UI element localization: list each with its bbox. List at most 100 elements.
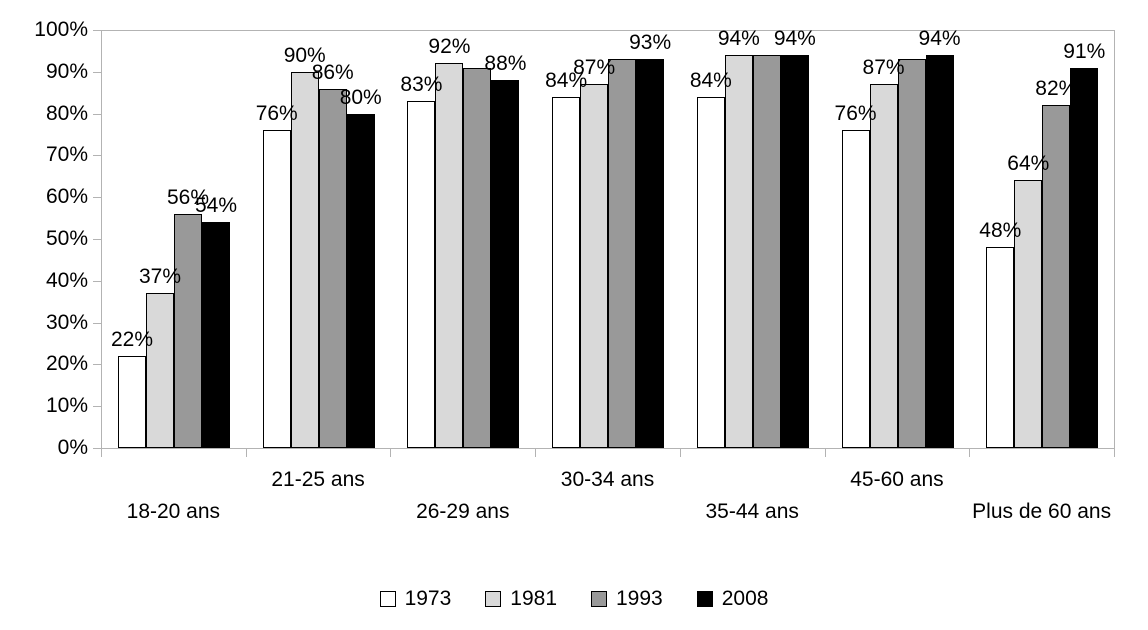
x-axis-boundary-tick bbox=[824, 449, 826, 457]
y-axis-tick bbox=[93, 30, 101, 31]
category-label-26-29 ans: 26-29 ans bbox=[416, 500, 510, 523]
bar-label-1973-26-29 ans: 83% bbox=[400, 73, 443, 97]
category-label-18-20 ans: 18-20 ans bbox=[126, 500, 221, 523]
y-axis-tick bbox=[93, 322, 101, 324]
y-axis-line bbox=[101, 30, 102, 457]
bar-1993-18-20 ans bbox=[174, 213, 202, 448]
plot-right-border bbox=[1114, 30, 1115, 457]
y-axis-tick-label: 60% bbox=[45, 185, 88, 209]
bar-1973-30-34 ans bbox=[552, 96, 581, 448]
y-axis-tick-label: 90% bbox=[45, 59, 88, 83]
bar-1993-26-29 ans bbox=[463, 67, 492, 448]
bar-1993-35-44 ans bbox=[752, 55, 781, 448]
legend-label: 2008 bbox=[721, 587, 769, 610]
bar-1981-45-60 ans bbox=[869, 84, 898, 448]
y-axis-tick bbox=[93, 71, 101, 73]
bar-2008-21-25 ans bbox=[346, 113, 375, 448]
bar-label-1981-21-25 ans: 90% bbox=[283, 43, 326, 67]
y-axis-tick bbox=[93, 364, 101, 366]
bar-1981-30-34 ans bbox=[580, 84, 609, 448]
x-axis-boundary-tick bbox=[390, 449, 392, 457]
plot-top-gridline bbox=[101, 30, 1114, 31]
bar-1973-35-44 ans bbox=[696, 96, 725, 448]
bar-label-1981-30-34 ans: 87% bbox=[573, 56, 616, 80]
y-axis-tick-label: 30% bbox=[45, 310, 88, 334]
legend-label: 1973 bbox=[404, 587, 452, 610]
y-axis-tick bbox=[93, 155, 101, 157]
legend: 1973 1981 1993 2008 bbox=[0, 588, 1148, 610]
x-axis-line bbox=[101, 448, 1114, 449]
bar-label-2008-21-25 ans: 80% bbox=[339, 85, 382, 109]
x-axis-boundary-tick bbox=[101, 449, 102, 457]
bar-label-1981-35-44 ans: 94% bbox=[717, 27, 760, 51]
y-axis-tick bbox=[93, 280, 101, 282]
legend-item-1973: 1973 bbox=[379, 587, 452, 610]
legend-label: 1993 bbox=[616, 587, 663, 610]
bar-2008-30-34 ans bbox=[636, 59, 665, 448]
bar-label-2008-Plus de 60 ans: 91% bbox=[1063, 39, 1106, 63]
legend-item-1993: 1993 bbox=[591, 588, 663, 610]
y-axis-tick bbox=[93, 239, 101, 240]
y-axis-tick-label: 50% bbox=[45, 227, 88, 250]
bar-label-1993-21-25 ans: 86% bbox=[311, 60, 354, 84]
bar-2008-Plus de 60 ans bbox=[1070, 67, 1099, 448]
bar-1993-30-34 ans bbox=[608, 59, 637, 448]
bar-label-1981-45-60 ans: 87% bbox=[862, 56, 905, 80]
category-label-45-60 ans: 45-60 ans bbox=[850, 468, 944, 491]
legend-item-1981: 1981 bbox=[485, 588, 557, 610]
bar-1981-35-44 ans bbox=[724, 55, 753, 448]
bar-label-1973-Plus de 60 ans: 48% bbox=[979, 219, 1022, 243]
y-axis-tick bbox=[93, 197, 101, 199]
bar-1973-21-25 ans bbox=[262, 130, 291, 448]
y-axis-tick-label: 0% bbox=[57, 436, 88, 459]
bar-1993-21-25 ans bbox=[318, 88, 347, 448]
category-label-35-44 ans: 35-44 ans bbox=[705, 500, 799, 523]
bar-1981-18-20 ans bbox=[146, 293, 174, 448]
bar-label-1973-35-44 ans: 84% bbox=[689, 68, 732, 92]
x-axis-boundary-tick bbox=[969, 449, 971, 457]
bar-2008-45-60 ans bbox=[925, 55, 954, 448]
bar-label-1993-18-20 ans: 56% bbox=[166, 185, 210, 209]
x-axis-boundary-tick bbox=[679, 449, 681, 457]
x-axis-boundary-tick bbox=[245, 449, 247, 457]
legend-item-2008: 2008 bbox=[696, 587, 769, 610]
bar-label-2008-26-29 ans: 88% bbox=[484, 52, 527, 76]
y-axis-tick-label: 20% bbox=[45, 352, 88, 376]
bar-1981-21-25 ans bbox=[290, 71, 319, 448]
bar-label-2008-30-34 ans: 93% bbox=[629, 31, 672, 55]
y-axis-tick-label: 100% bbox=[34, 18, 88, 41]
legend-swatch-icon bbox=[696, 591, 713, 607]
bar-1981-Plus de 60 ans bbox=[1014, 180, 1043, 448]
bar-1993-45-60 ans bbox=[897, 59, 926, 448]
bar-label-1993-Plus de 60 ans: 82% bbox=[1035, 77, 1078, 101]
bar-label-1973-18-20 ans: 22% bbox=[110, 328, 154, 352]
y-axis-tick bbox=[93, 448, 101, 449]
bar-1981-26-29 ans bbox=[435, 63, 464, 448]
category-label-Plus de 60 ans: Plus de 60 ans bbox=[972, 500, 1112, 523]
bar-2008-35-44 ans bbox=[780, 55, 809, 448]
bar-label-1973-21-25 ans: 76% bbox=[255, 102, 298, 126]
y-axis-tick-label: 80% bbox=[45, 101, 88, 125]
bar-label-1981-Plus de 60 ans: 64% bbox=[1007, 152, 1050, 176]
bar-1973-18-20 ans bbox=[118, 356, 146, 448]
legend-swatch-icon bbox=[379, 591, 396, 607]
bar-label-2008-18-20 ans: 54% bbox=[194, 194, 238, 218]
bar-label-2008-45-60 ans: 94% bbox=[918, 27, 961, 51]
bar-label-1981-18-20 ans: 37% bbox=[138, 265, 182, 289]
y-axis-tick bbox=[93, 113, 101, 115]
bar-2008-26-29 ans bbox=[491, 80, 520, 448]
legend-swatch-icon bbox=[485, 591, 502, 607]
y-axis-tick bbox=[93, 406, 101, 408]
bar-label-1973-30-34 ans: 84% bbox=[545, 68, 588, 92]
x-axis-boundary-tick bbox=[535, 449, 537, 457]
legend-label: 1981 bbox=[510, 587, 557, 610]
bar-1993-Plus de 60 ans bbox=[1042, 105, 1071, 448]
bar-1973-26-29 ans bbox=[407, 101, 436, 448]
bar-1973-Plus de 60 ans bbox=[986, 247, 1015, 448]
bar-1973-45-60 ans bbox=[841, 130, 870, 448]
bar-2008-18-20 ans bbox=[202, 222, 230, 448]
y-axis-tick-label: 10% bbox=[45, 394, 88, 418]
y-axis-tick-label: 40% bbox=[45, 268, 88, 292]
bar-label-1973-45-60 ans: 76% bbox=[834, 102, 877, 126]
